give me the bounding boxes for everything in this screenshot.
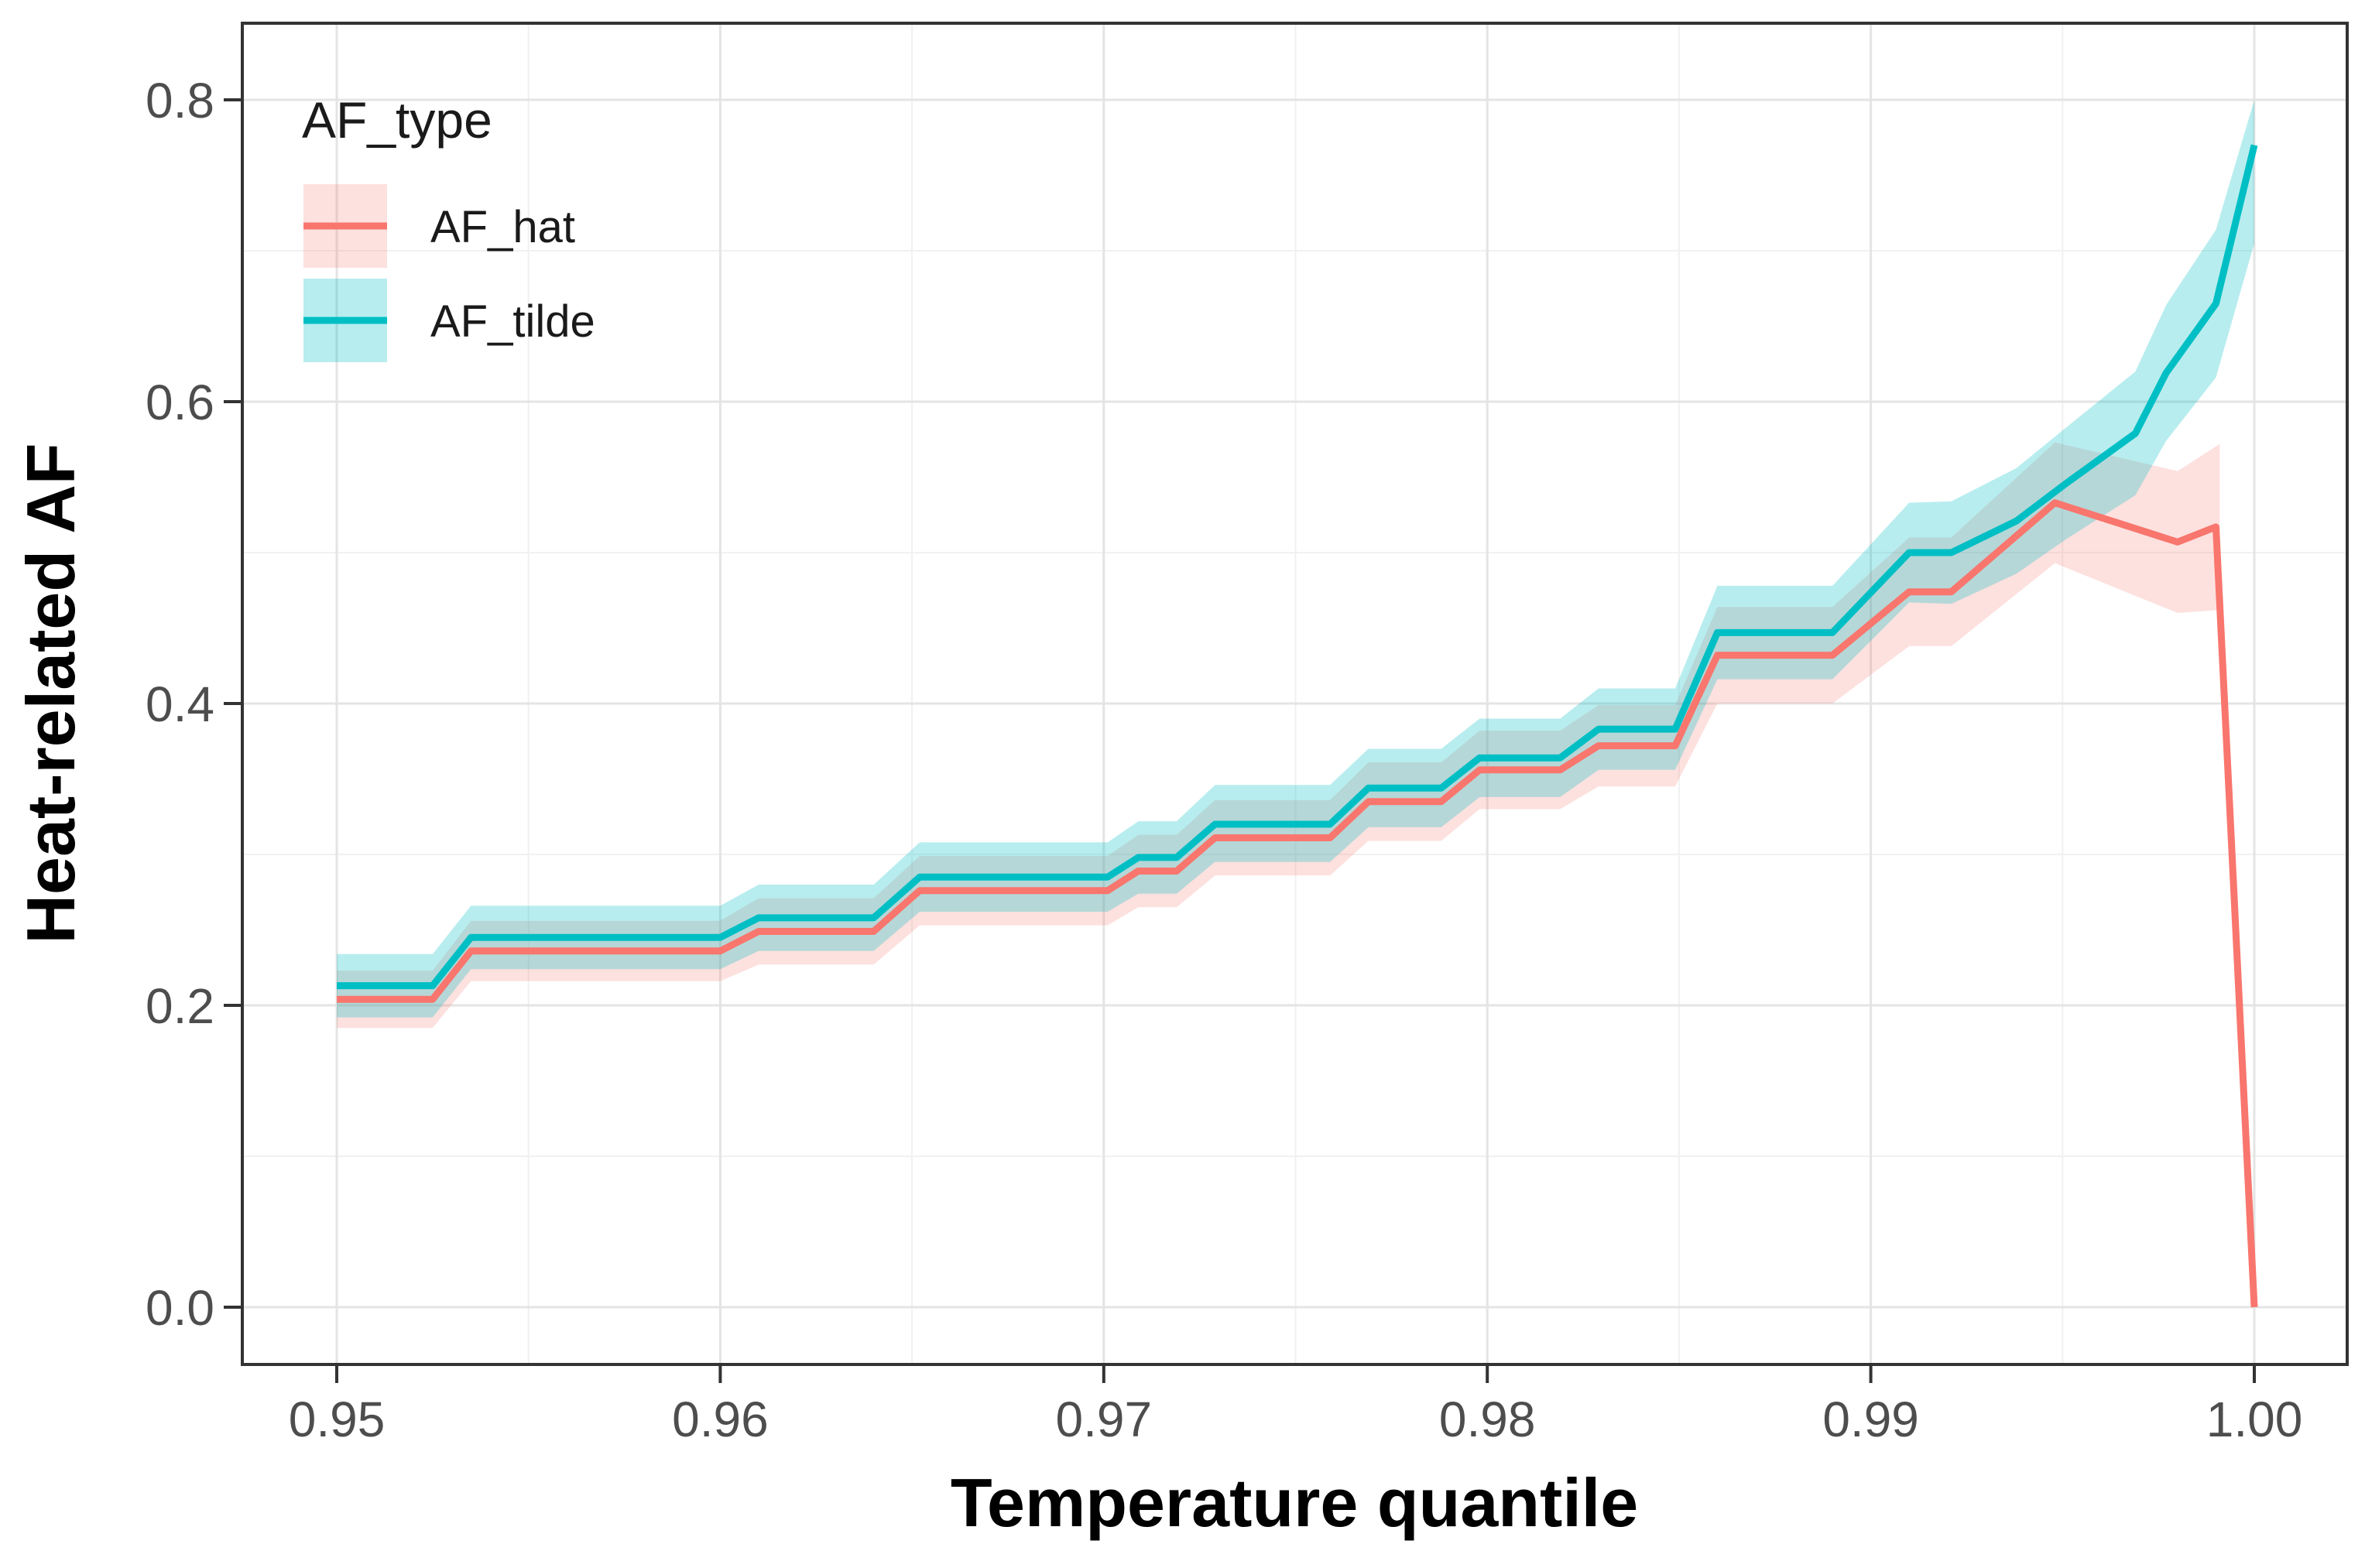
y-axis-title: Heat-related AF bbox=[12, 443, 89, 943]
legend-label-af-tilde: AF_tilde bbox=[430, 296, 595, 347]
y-tick-label: 0.2 bbox=[146, 978, 214, 1034]
y-tick-label: 0.0 bbox=[146, 1280, 214, 1336]
confidence-ribbons bbox=[337, 100, 2254, 1029]
legend-title: AF_type bbox=[302, 91, 492, 149]
x-tick-label: 0.99 bbox=[1822, 1392, 1919, 1447]
major-gridlines bbox=[242, 23, 2347, 1364]
axis-ticks bbox=[224, 98, 2256, 1383]
legend-entry-af-tilde: AF_tilde bbox=[303, 279, 595, 362]
legend: AF_type AF_hat AF_tilde bbox=[302, 91, 595, 362]
series-lines bbox=[337, 144, 2258, 1308]
ribbon-af-tilde bbox=[337, 100, 2254, 1018]
axis-tick-labels: 0.95 0.96 0.97 0.98 0.99 1.00 0.0 0.2 0.4 0.6 0.8 bbox=[146, 73, 2302, 1447]
ribbon-af-hat bbox=[337, 442, 2220, 1029]
x-tick-label: 0.98 bbox=[1439, 1392, 1536, 1447]
y-tick-label: 0.4 bbox=[146, 676, 214, 732]
line-af-tilde bbox=[337, 144, 2258, 990]
x-axis-title: Temperature quantile bbox=[951, 1464, 1638, 1541]
legend-label-af-hat: AF_hat bbox=[430, 202, 575, 252]
y-tick-label: 0.8 bbox=[146, 73, 214, 128]
x-tick-label: 0.97 bbox=[1056, 1392, 1153, 1447]
line-af-hat bbox=[337, 499, 2258, 1308]
x-tick-label: 1.00 bbox=[2206, 1392, 2303, 1447]
legend-entry-af-hat: AF_hat bbox=[303, 184, 575, 268]
x-tick-label: 0.96 bbox=[672, 1392, 769, 1447]
x-tick-label: 0.95 bbox=[289, 1392, 386, 1447]
minor-gridlines bbox=[242, 23, 2347, 1364]
panel-border bbox=[241, 22, 2349, 1366]
y-tick-label: 0.6 bbox=[146, 375, 214, 430]
